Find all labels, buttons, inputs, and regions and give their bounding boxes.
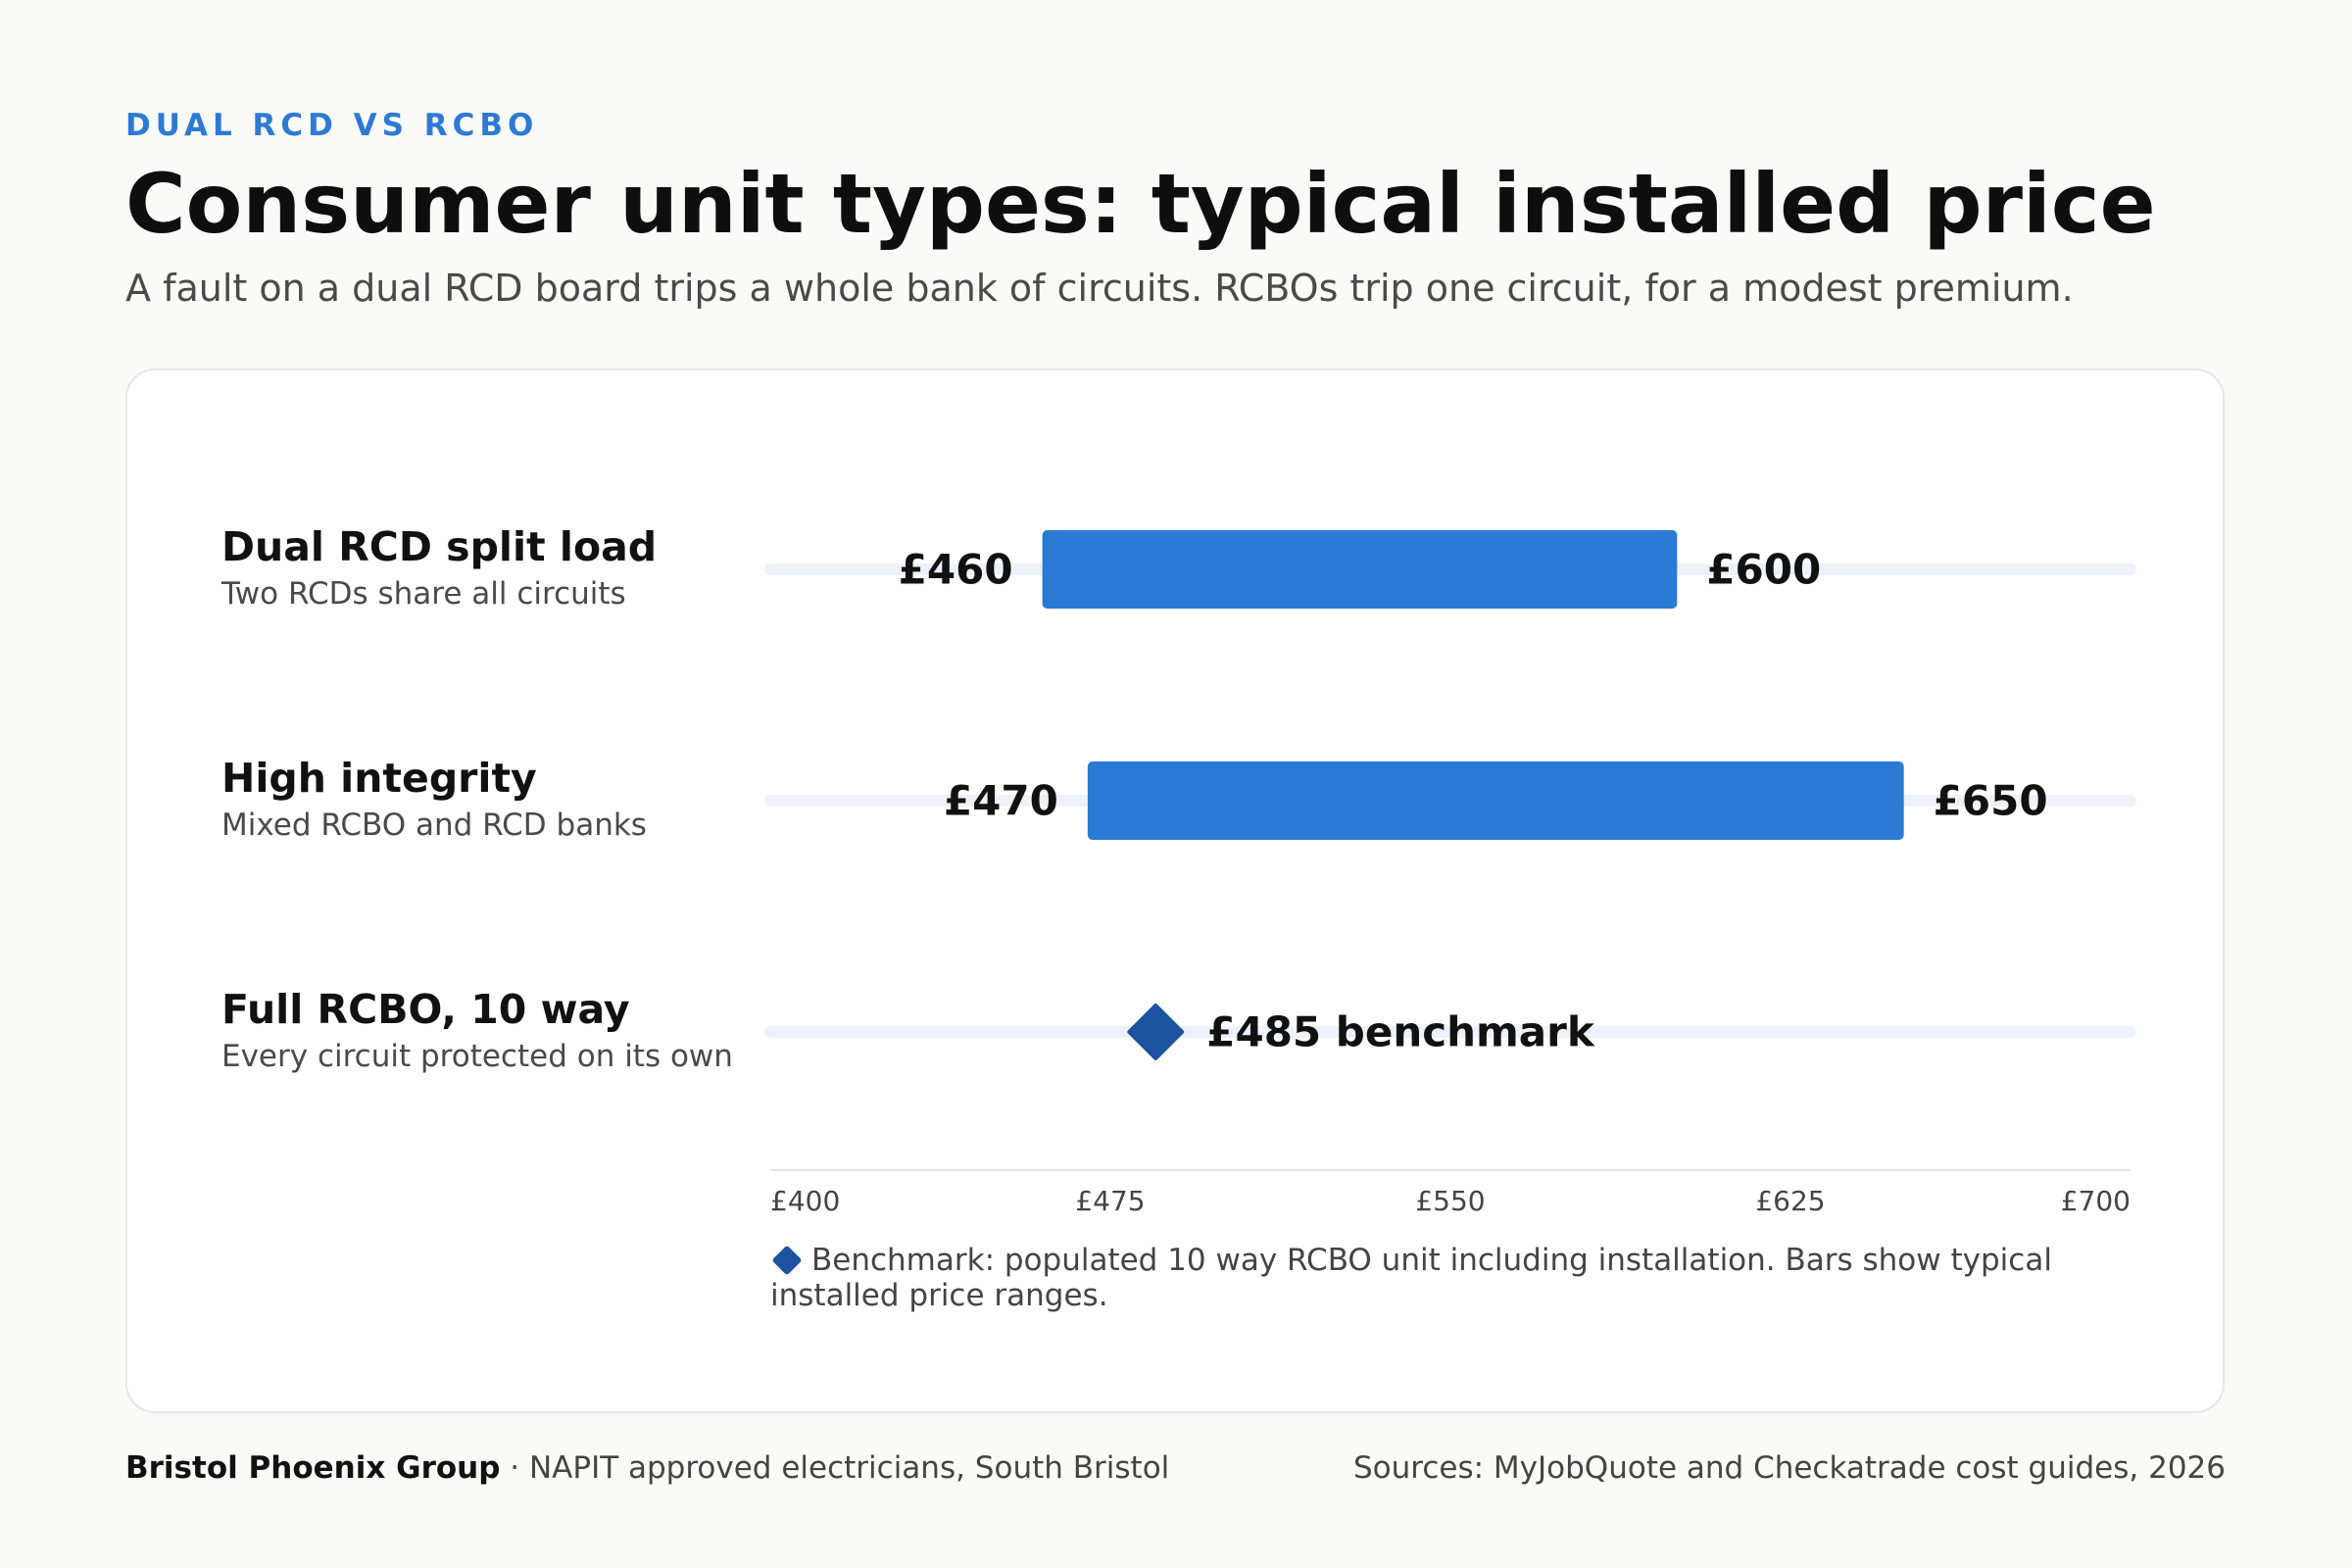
row-label-full-rcbo: Full RCBO, 10 way Every circuit protecte… — [221, 986, 733, 1074]
range-bar — [1042, 530, 1678, 609]
x-tick-label: £475 — [1075, 1185, 1145, 1217]
range-high-label: £650 — [1934, 777, 2048, 825]
range-high-label: £600 — [1706, 546, 1821, 594]
footer-org: Bristol Phoenix Group — [125, 1450, 501, 1486]
range-bar — [1087, 761, 1904, 840]
row-label-high-integrity: High integrity Mixed RCBO and RCD banks — [221, 755, 647, 843]
legend: Benchmark: populated 10 way RCBO unit in… — [770, 1243, 2083, 1313]
footer-sources: Sources: MyJobQuote and Checkatrade cost… — [1353, 1450, 2226, 1486]
eyebrow: DUAL RCD VS RCBO — [125, 108, 539, 143]
legend-text: Benchmark: populated 10 way RCBO unit in… — [770, 1243, 2052, 1313]
benchmark-marker — [1127, 1004, 1185, 1060]
x-tick-label: £550 — [1415, 1185, 1485, 1217]
row-name: Full RCBO, 10 way — [221, 986, 630, 1033]
x-tick-label: £400 — [770, 1185, 840, 1217]
x-tick-label: £700 — [2061, 1185, 2131, 1217]
chart-title: Consumer unit types: typical installed p… — [125, 156, 2156, 252]
footer-tagline: · NAPIT approved electricians, South Bri… — [500, 1450, 1170, 1486]
diamond-icon — [771, 1245, 803, 1276]
benchmark-label: £485 benchmark — [1206, 1008, 1595, 1056]
row-name: High integrity — [221, 755, 537, 802]
row-label-dual-rcd: Dual RCD split load Two RCDs share all c… — [221, 523, 657, 612]
x-tick-label: £625 — [1755, 1185, 1825, 1217]
chart-subtitle: A fault on a dual RCD board trips a whol… — [125, 267, 2074, 310]
row-description: Two RCDs share all circuits — [221, 576, 626, 612]
row-name: Dual RCD split load — [221, 523, 658, 570]
row-description: Mixed RCBO and RCD banks — [221, 808, 647, 843]
range-low-label: £470 — [944, 777, 1058, 825]
row-description: Every circuit protected on its own — [221, 1039, 733, 1074]
range-low-label: £460 — [899, 546, 1013, 594]
footer-credit: Bristol Phoenix Group · NAPIT approved e… — [125, 1450, 1169, 1486]
